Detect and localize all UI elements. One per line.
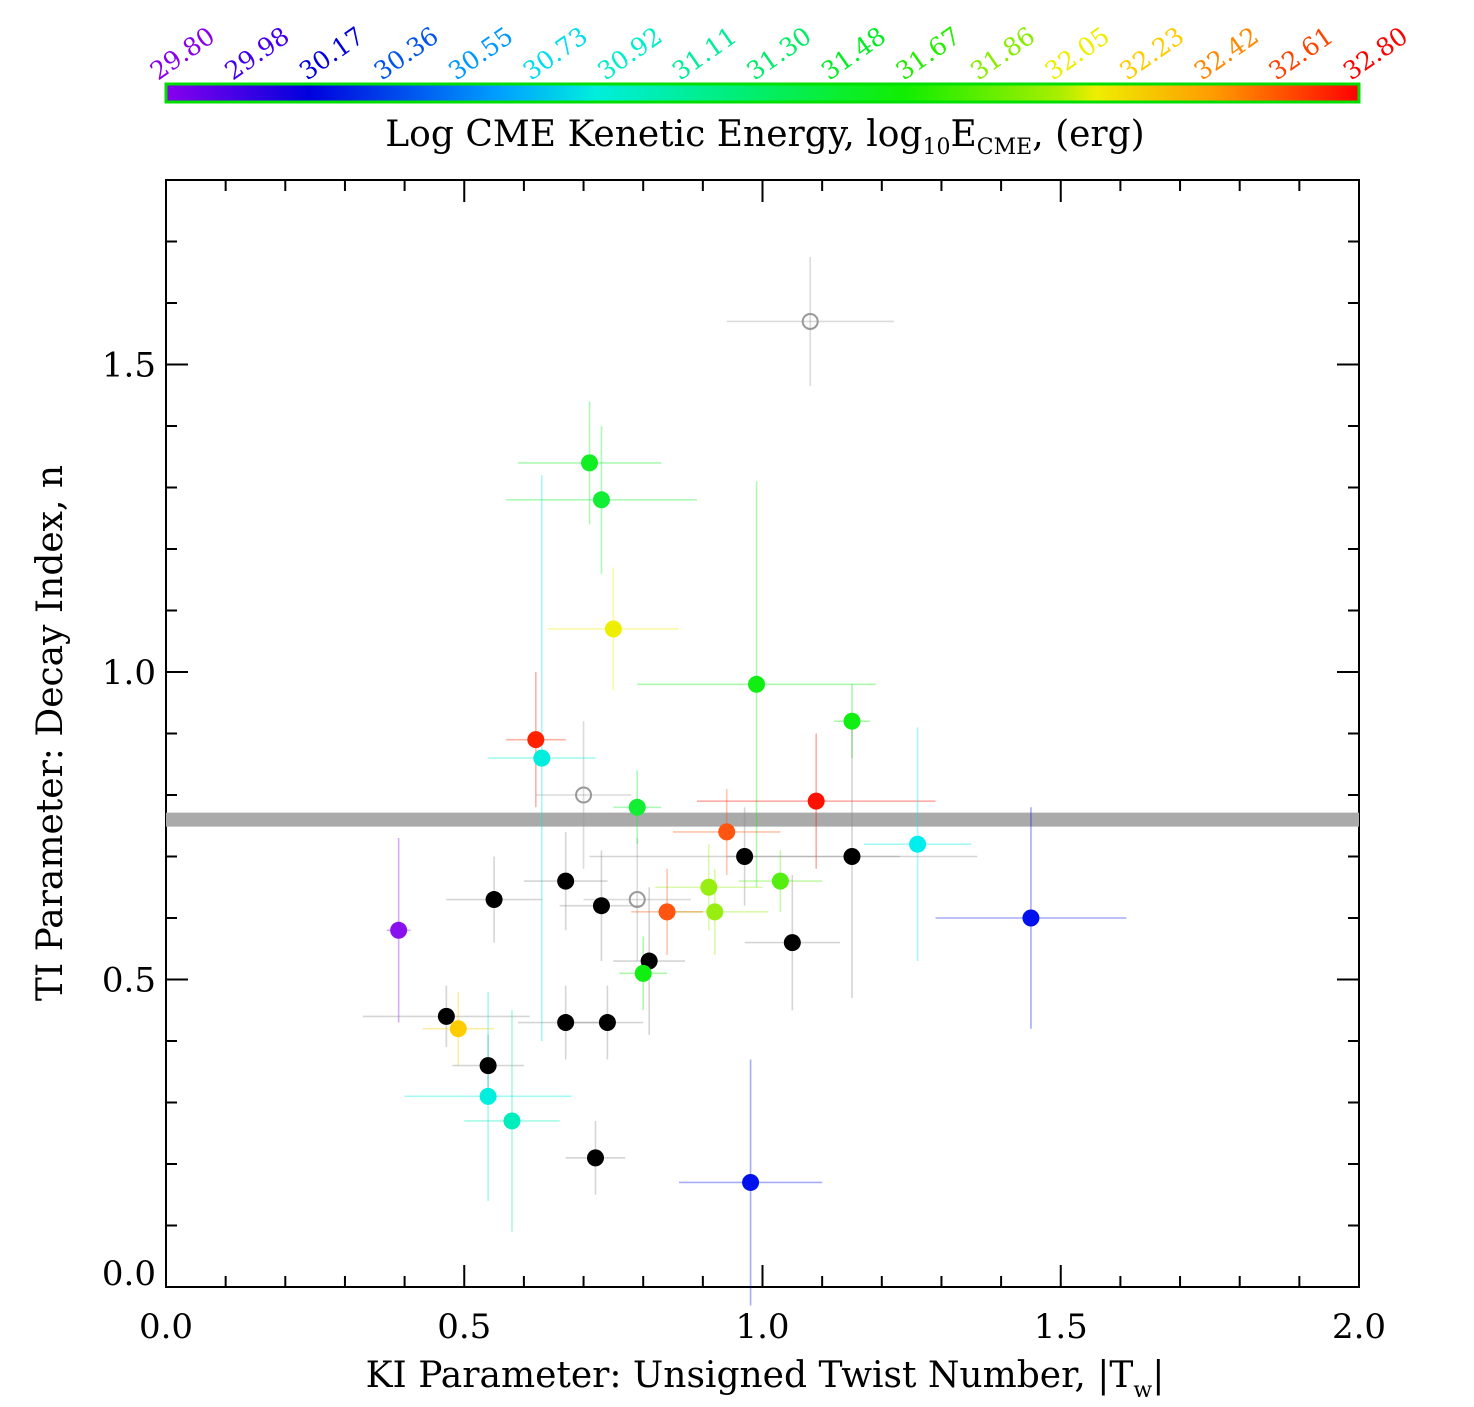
data-point bbox=[658, 903, 676, 921]
data-point bbox=[843, 712, 861, 730]
y-tick-labels: 0.0 0.5 1.0 1.5 bbox=[102, 346, 156, 1295]
data-point bbox=[592, 897, 610, 915]
data-point bbox=[771, 872, 789, 890]
x-tick-labels: 0.0 0.5 1.0 1.5 2.0 bbox=[139, 1307, 1386, 1347]
colorbar-tick-label: 32.61 bbox=[1263, 21, 1338, 86]
data-point bbox=[909, 835, 927, 853]
data-point bbox=[604, 620, 622, 638]
data-point bbox=[581, 454, 599, 472]
y-tick-label: 1.0 bbox=[102, 653, 156, 693]
x-axis-title: KI Parameter: Unsigned Twist Number, |Tw… bbox=[366, 1355, 1165, 1403]
data-markers bbox=[390, 312, 1040, 1191]
data-point bbox=[557, 1014, 575, 1032]
colorbar-tick-label: 32.80 bbox=[1338, 21, 1413, 86]
colorbar-tick-labels: 29.80 29.98 30.17 30.36 30.55 30.73 30.92 31.11… bbox=[145, 21, 1413, 86]
error-bars bbox=[362, 256, 1127, 1306]
colorbar-tick-label: 30.92 bbox=[592, 21, 667, 86]
data-point bbox=[390, 921, 408, 939]
x-tick-label: 0.0 bbox=[139, 1307, 193, 1347]
data-point bbox=[479, 1057, 497, 1075]
data-point bbox=[1022, 909, 1040, 927]
data-point bbox=[449, 1020, 467, 1038]
data-point-open bbox=[575, 786, 593, 804]
colorbar-tick-label: 31.48 bbox=[816, 21, 891, 86]
plot-area: 0.0 0.5 1.0 1.5 2.0 0.0 0.5 1.0 1.5 bbox=[102, 179, 1386, 1347]
axis-ticks bbox=[165, 179, 1360, 1288]
data-point bbox=[598, 1014, 616, 1032]
data-point bbox=[736, 848, 754, 865]
data-point bbox=[700, 878, 718, 896]
data-point bbox=[742, 1173, 760, 1191]
x-tick-label: 1.0 bbox=[735, 1307, 789, 1347]
colorbar-tick-label: 30.17 bbox=[294, 21, 369, 86]
data-point bbox=[527, 731, 545, 749]
data-point bbox=[533, 749, 551, 767]
data-point bbox=[718, 823, 736, 841]
y-tick-label: 0.5 bbox=[102, 961, 156, 1001]
colorbar-tick-label: 32.05 bbox=[1040, 21, 1115, 86]
x-tick-label: 2.0 bbox=[1332, 1307, 1386, 1347]
y-tick-label: 1.5 bbox=[102, 346, 156, 386]
colorbar-tick-label: 30.36 bbox=[368, 21, 443, 86]
colorbar: 29.80 29.98 30.17 30.36 30.55 30.73 30.92 31.11… bbox=[145, 21, 1413, 160]
data-point bbox=[437, 1007, 455, 1025]
colorbar-tick-label: 31.67 bbox=[890, 21, 965, 86]
colorbar-tick-label: 31.11 bbox=[667, 21, 742, 86]
colorbar-tick-label: 32.42 bbox=[1189, 21, 1264, 86]
data-point bbox=[807, 792, 825, 810]
colorbar-tick-label: 31.86 bbox=[965, 21, 1040, 86]
data-point bbox=[479, 1087, 497, 1105]
data-point bbox=[503, 1112, 521, 1130]
data-point bbox=[843, 848, 861, 865]
data-point bbox=[592, 491, 610, 509]
y-tick-label: 0.0 bbox=[102, 1254, 156, 1294]
data-point bbox=[634, 964, 652, 982]
colorbar-title: Log CME Kenetic Energy, log10ECME, (erg) bbox=[385, 114, 1144, 160]
colorbar-tick-label: 30.55 bbox=[443, 21, 518, 86]
x-tick-label: 0.5 bbox=[437, 1307, 491, 1347]
colorbar-gradient bbox=[164, 82, 1361, 104]
data-point bbox=[557, 872, 575, 890]
data-point bbox=[586, 1149, 604, 1167]
y-axis-title: TI Parameter: Decay Index, n bbox=[30, 465, 71, 1001]
x-tick-label: 1.5 bbox=[1034, 1307, 1088, 1347]
data-point bbox=[628, 798, 646, 816]
data-point bbox=[706, 903, 724, 921]
data-point bbox=[783, 934, 801, 952]
colorbar-tick-label: 31.30 bbox=[741, 21, 816, 86]
data-point-open bbox=[628, 891, 646, 909]
colorbar-tick-label: 32.23 bbox=[1114, 21, 1189, 86]
colorbar-tick-label: 30.73 bbox=[518, 21, 593, 86]
colorbar-tick-label: 29.98 bbox=[219, 21, 294, 86]
data-point bbox=[485, 891, 503, 909]
data-point-open bbox=[801, 312, 819, 330]
colorbar-tick-label: 29.80 bbox=[145, 21, 220, 86]
data-point bbox=[748, 675, 766, 693]
plot-frame bbox=[165, 179, 1360, 1288]
